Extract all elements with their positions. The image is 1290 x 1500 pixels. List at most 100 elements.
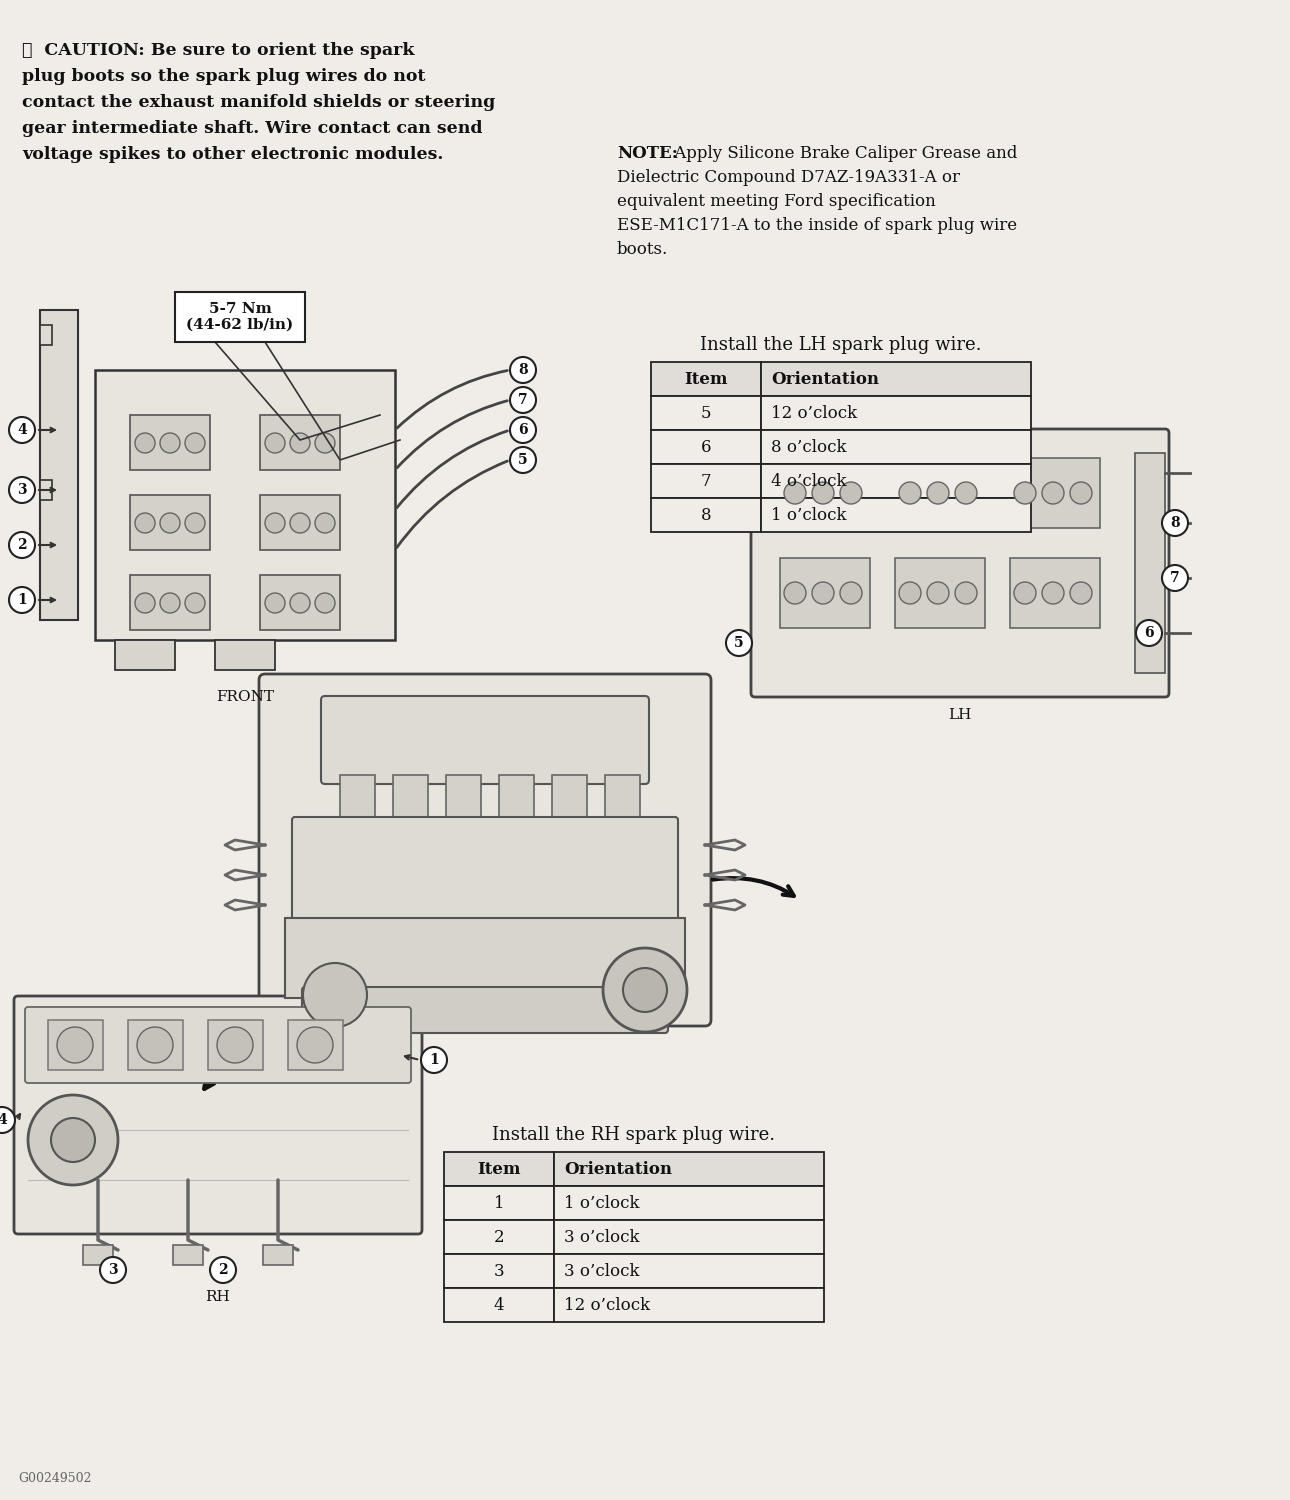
Bar — [651, 464, 761, 498]
Bar — [288, 1020, 343, 1070]
Text: 2: 2 — [494, 1228, 504, 1245]
Circle shape — [623, 968, 667, 1012]
Bar — [553, 1288, 824, 1322]
Circle shape — [602, 948, 688, 1032]
Circle shape — [1069, 582, 1093, 604]
Bar — [208, 1020, 263, 1070]
Text: 1 o’clock: 1 o’clock — [771, 507, 846, 524]
Circle shape — [303, 963, 366, 1028]
Text: 1: 1 — [17, 592, 27, 608]
Bar — [780, 558, 869, 628]
Circle shape — [217, 1028, 253, 1063]
Circle shape — [1136, 620, 1162, 646]
Text: 5: 5 — [734, 636, 744, 650]
Circle shape — [9, 586, 35, 613]
Bar — [553, 1186, 824, 1219]
Bar — [553, 1254, 824, 1288]
Text: 3: 3 — [108, 1263, 117, 1276]
Text: boots.: boots. — [617, 242, 668, 258]
Circle shape — [9, 532, 35, 558]
Bar — [83, 1245, 114, 1264]
Circle shape — [784, 482, 806, 504]
Bar — [761, 396, 1031, 430]
Circle shape — [160, 592, 181, 613]
Text: 7: 7 — [519, 393, 528, 406]
Text: 1: 1 — [494, 1194, 504, 1212]
Circle shape — [315, 592, 335, 613]
Bar — [48, 1020, 103, 1070]
Bar — [1010, 558, 1100, 628]
Bar — [444, 1220, 553, 1254]
Text: contact the exhaust manifold shields or steering: contact the exhaust manifold shields or … — [22, 94, 495, 111]
Circle shape — [928, 482, 949, 504]
Bar — [895, 458, 986, 528]
Circle shape — [264, 433, 285, 453]
Bar — [605, 776, 640, 825]
Circle shape — [510, 417, 537, 442]
Text: Dielectric Compound D7AZ-19A331-A or: Dielectric Compound D7AZ-19A331-A or — [617, 170, 960, 186]
Bar — [341, 776, 375, 825]
Circle shape — [510, 357, 537, 382]
Bar — [446, 776, 481, 825]
Bar — [130, 574, 210, 630]
Circle shape — [1069, 482, 1093, 504]
Circle shape — [290, 592, 310, 613]
Text: NOTE:: NOTE: — [617, 146, 677, 162]
Circle shape — [0, 1107, 15, 1132]
Text: 1 o’clock: 1 o’clock — [564, 1194, 640, 1212]
Circle shape — [101, 1257, 126, 1282]
Circle shape — [928, 582, 949, 604]
Bar — [651, 362, 761, 396]
Text: 3 o’clock: 3 o’clock — [564, 1228, 640, 1245]
Bar — [444, 1288, 553, 1322]
Text: 2: 2 — [218, 1263, 228, 1276]
Text: 6: 6 — [519, 423, 528, 436]
Circle shape — [264, 592, 285, 613]
Circle shape — [315, 433, 335, 453]
Circle shape — [297, 1028, 333, 1063]
Circle shape — [840, 482, 862, 504]
Circle shape — [28, 1095, 117, 1185]
Circle shape — [135, 433, 155, 453]
Bar — [1010, 458, 1100, 528]
Circle shape — [160, 513, 181, 532]
Circle shape — [1162, 510, 1188, 536]
Bar — [40, 480, 52, 500]
Text: G00249502: G00249502 — [18, 1472, 92, 1485]
Text: gear intermediate shaft. Wire contact can send: gear intermediate shaft. Wire contact ca… — [22, 120, 482, 136]
Circle shape — [510, 447, 537, 472]
Bar — [215, 640, 275, 670]
Circle shape — [290, 433, 310, 453]
Bar — [393, 776, 428, 825]
Circle shape — [811, 482, 835, 504]
Circle shape — [726, 630, 752, 656]
Text: 8: 8 — [1170, 516, 1180, 530]
Text: 12 o’clock: 12 o’clock — [564, 1296, 650, 1314]
Bar — [173, 1245, 203, 1264]
Text: 6: 6 — [1144, 626, 1153, 640]
Bar — [651, 498, 761, 532]
Text: 3 o’clock: 3 o’clock — [564, 1263, 640, 1280]
Text: 3: 3 — [17, 483, 27, 496]
Circle shape — [315, 513, 335, 532]
Text: plug boots so the spark plug wires do not: plug boots so the spark plug wires do no… — [22, 68, 426, 86]
Text: Apply Silicone Brake Caliper Grease and: Apply Silicone Brake Caliper Grease and — [670, 146, 1018, 162]
Text: 8: 8 — [700, 507, 711, 524]
Bar — [895, 558, 986, 628]
Text: Item: Item — [684, 370, 728, 387]
Bar — [444, 1152, 553, 1186]
Text: Install the RH spark plug wire.: Install the RH spark plug wire. — [493, 1126, 775, 1144]
Bar — [95, 370, 395, 640]
Text: 5-7 Nm
(44-62 lb/in): 5-7 Nm (44-62 lb/in) — [186, 302, 294, 332]
Text: ⚠  CAUTION: Be sure to orient the spark: ⚠ CAUTION: Be sure to orient the spark — [22, 42, 414, 58]
FancyBboxPatch shape — [751, 429, 1169, 698]
Text: Item: Item — [477, 1161, 521, 1178]
Circle shape — [1014, 482, 1036, 504]
Text: voltage spikes to other electronic modules.: voltage spikes to other electronic modul… — [22, 146, 444, 164]
Bar — [130, 416, 210, 470]
Circle shape — [955, 482, 977, 504]
FancyBboxPatch shape — [14, 996, 422, 1234]
Bar — [444, 1254, 553, 1288]
Bar — [780, 458, 869, 528]
Bar — [263, 1245, 293, 1264]
